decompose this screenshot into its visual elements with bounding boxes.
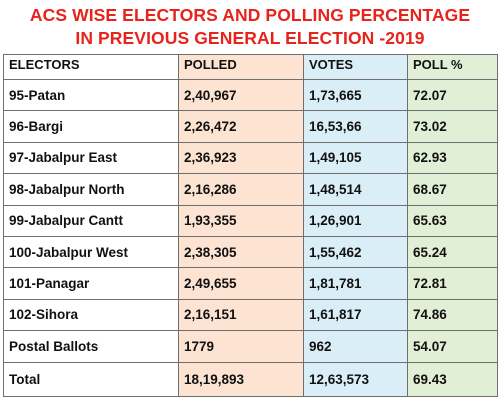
table-row: 97-Jabalpur East 2,36,923 1,49,105 62.93 [3, 141, 498, 175]
table-row: 102-Sihora 2,16,151 1,61,817 74.86 [3, 298, 498, 332]
cell-poll-percent: 68.67 [407, 173, 498, 206]
cell-electors: 101-Panagar [3, 267, 179, 300]
cell-poll-percent: 73.02 [407, 110, 498, 143]
cell-votes: 1,61,817 [303, 298, 408, 332]
header-votes: VOTES [303, 54, 408, 80]
cell-votes: 16,53,66 [303, 110, 408, 143]
table-row: 96-Bargi 2,26,472 16,53,66 73.02 [3, 110, 498, 143]
cell-electors: 102-Sihora [3, 298, 179, 332]
cell-polled: 1,93,355 [178, 204, 304, 237]
cell-electors: 95-Patan [3, 78, 179, 112]
cell-votes: 1,49,105 [303, 141, 408, 175]
header-polled: POLLED [178, 54, 304, 80]
cell-polled: 2,16,151 [178, 298, 304, 332]
cell-votes: 1,48,514 [303, 173, 408, 206]
cell-votes: 962 [303, 330, 408, 363]
cell-polled: 2,26,472 [178, 110, 304, 143]
cell-votes: 1,81,781 [303, 267, 408, 300]
table-row: 100-Jabalpur West 2,38,305 1,55,462 65.2… [3, 235, 498, 269]
cell-poll-percent: 65.63 [407, 204, 498, 237]
cell-votes: 1,26,901 [303, 204, 408, 237]
table-row: Total 18,19,893 12,63,573 69.43 [3, 361, 498, 398]
cell-polled: 2,16,286 [178, 173, 304, 206]
cell-poll-percent: 74.86 [407, 298, 498, 332]
cell-poll-percent: 72.81 [407, 267, 498, 300]
cell-polled: 2,36,923 [178, 141, 304, 175]
election-results-table: ELECTORS POLLED VOTES POLL % 95-Patan 2,… [3, 54, 498, 398]
cell-poll-percent: 69.43 [407, 361, 498, 398]
cell-polled: 18,19,893 [178, 361, 304, 398]
cell-electors: 100-Jabalpur West [3, 235, 179, 269]
cell-poll-percent: 72.07 [407, 78, 498, 112]
cell-electors: Total [3, 361, 179, 398]
header-poll-percent: POLL % [407, 54, 498, 80]
cell-poll-percent: 65.24 [407, 235, 498, 269]
table-row: 95-Patan 2,40,967 1,73,665 72.07 [3, 78, 498, 112]
cell-polled: 1779 [178, 330, 304, 363]
cell-votes: 1,55,462 [303, 235, 408, 269]
table-body: 95-Patan 2,40,967 1,73,665 72.07 96-Barg… [3, 78, 498, 398]
cell-poll-percent: 54.07 [407, 330, 498, 363]
table-row: Postal Ballots 1779 962 54.07 [3, 330, 498, 363]
cell-electors: 97-Jabalpur East [3, 141, 179, 175]
cell-electors: Postal Ballots [3, 330, 179, 363]
cell-poll-percent: 62.93 [407, 141, 498, 175]
document-title: ACS WISE ELECTORS AND POLLING PERCENTAGE… [0, 0, 500, 54]
title-line-2: IN PREVIOUS GENERAL ELECTION -2019 [75, 28, 425, 48]
table-row: 99-Jabalpur Cantt 1,93,355 1,26,901 65.6… [3, 204, 498, 237]
cell-votes: 12,63,573 [303, 361, 408, 398]
title-line-1: ACS WISE ELECTORS AND POLLING PERCENTAGE [29, 5, 471, 25]
cell-electors: 99-Jabalpur Cantt [3, 204, 179, 237]
header-electors: ELECTORS [3, 54, 179, 80]
table-row: 98-Jabalpur North 2,16,286 1,48,514 68.6… [3, 173, 498, 206]
cell-polled: 2,38,305 [178, 235, 304, 269]
cell-electors: 96-Bargi [3, 110, 179, 143]
cell-electors: 98-Jabalpur North [3, 173, 179, 206]
cell-polled: 2,49,655 [178, 267, 304, 300]
header-row: ELECTORS POLLED VOTES POLL % [3, 54, 498, 80]
table-row: 101-Panagar 2,49,655 1,81,781 72.81 [3, 267, 498, 300]
cell-votes: 1,73,665 [303, 78, 408, 112]
cell-polled: 2,40,967 [178, 78, 304, 112]
